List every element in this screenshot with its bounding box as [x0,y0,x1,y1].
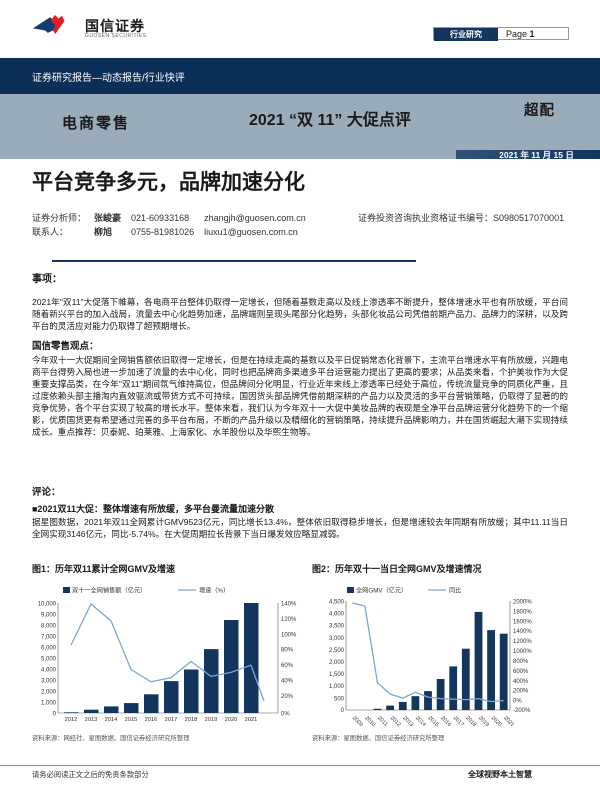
svg-text:2011: 2011 [376,715,389,728]
svg-text:2000%: 2000% [513,600,532,606]
svg-text:2019: 2019 [205,717,218,723]
svg-text:2014: 2014 [414,715,427,728]
svg-text:6,000: 6,000 [41,646,57,652]
svg-text:1400%: 1400% [513,629,532,635]
svg-text:1600%: 1600% [513,619,532,625]
svg-text:4,000: 4,000 [41,668,57,674]
svg-text:双十一全网销售额（亿元）: 双十一全网销售额（亿元） [72,587,146,595]
svg-text:3,000: 3,000 [329,636,345,642]
svg-text:2020: 2020 [225,717,238,723]
svg-text:1200%: 1200% [513,639,532,645]
svg-text:200%: 200% [513,689,529,695]
svg-text:2017: 2017 [452,715,465,728]
svg-text:600%: 600% [513,669,529,675]
svg-text:-200%: -200% [513,708,531,714]
svg-text:140%: 140% [281,602,297,608]
svg-text:120%: 120% [281,617,297,623]
svg-text:1,500: 1,500 [329,672,345,678]
svg-text:800%: 800% [513,659,529,665]
svg-text:80%: 80% [281,648,294,654]
svg-text:2017: 2017 [165,717,178,723]
svg-text:0: 0 [341,708,345,714]
svg-text:20%: 20% [281,694,294,700]
svg-text:1000%: 1000% [513,649,532,655]
svg-text:2,000: 2,000 [329,660,345,666]
svg-text:2015: 2015 [427,715,440,728]
svg-text:3,000: 3,000 [41,679,57,685]
svg-text:2018: 2018 [464,715,477,728]
svg-text:2012: 2012 [65,717,78,723]
svg-text:7,000: 7,000 [41,635,57,641]
svg-text:增速（%）: 增速（%） [199,587,229,595]
svg-text:100%: 100% [281,632,297,638]
svg-text:400%: 400% [513,679,529,685]
svg-text:9,000: 9,000 [41,613,57,619]
svg-text:2020: 2020 [490,715,503,728]
svg-text:1,000: 1,000 [329,684,345,690]
svg-text:4,000: 4,000 [329,612,345,618]
svg-text:0: 0 [53,712,57,718]
svg-text:2015: 2015 [125,717,138,723]
svg-text:4,500: 4,500 [329,600,345,606]
svg-text:2012: 2012 [389,715,402,728]
svg-text:2021: 2021 [502,715,515,728]
svg-text:1,000: 1,000 [41,701,57,707]
svg-text:2021: 2021 [245,717,258,723]
svg-text:同比: 同比 [449,587,461,595]
svg-text:0%: 0% [513,699,522,705]
svg-text:2,500: 2,500 [329,648,345,654]
svg-text:2018: 2018 [185,717,198,723]
svg-text:60%: 60% [281,663,294,669]
svg-text:2009: 2009 [351,715,364,728]
svg-text:40%: 40% [281,679,294,685]
svg-text:2013: 2013 [401,715,414,728]
svg-text:2,000: 2,000 [41,690,57,696]
svg-text:500: 500 [334,696,345,702]
svg-text:3,500: 3,500 [329,624,345,630]
svg-text:2016: 2016 [145,717,158,723]
svg-text:2019: 2019 [477,715,490,728]
svg-text:10,000: 10,000 [38,602,57,608]
svg-text:5,000: 5,000 [41,657,57,663]
svg-text:8,000: 8,000 [41,624,57,630]
svg-text:2014: 2014 [105,717,118,723]
svg-text:2016: 2016 [439,715,452,728]
svg-text:全网GMV（亿元）: 全网GMV（亿元） [356,587,407,595]
svg-text:2010: 2010 [363,715,376,728]
svg-text:0%: 0% [281,712,290,718]
svg-text:2013: 2013 [85,717,98,723]
svg-text:1800%: 1800% [513,609,532,615]
